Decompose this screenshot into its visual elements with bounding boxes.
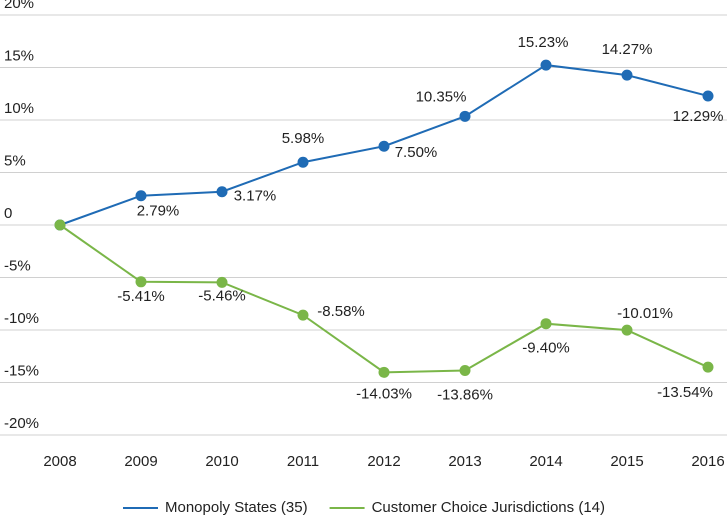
data-point [216, 276, 228, 288]
data-label: -14.03% [356, 385, 412, 402]
x-tick-label: 2010 [205, 453, 238, 470]
data-point [378, 366, 390, 378]
data-point [540, 318, 552, 330]
data-point [702, 90, 714, 102]
data-label: -13.86% [437, 386, 493, 403]
x-tick-label: 2011 [287, 453, 319, 470]
data-label: 12.29% [673, 108, 724, 125]
data-point [540, 59, 552, 71]
data-point [459, 365, 471, 377]
y-tick-label: 10% [4, 100, 34, 117]
x-tick-label: 2008 [43, 453, 76, 470]
y-tick-label: -15% [4, 362, 39, 379]
data-point [378, 140, 390, 152]
data-point [135, 190, 147, 202]
y-tick-label: 5% [4, 152, 26, 169]
data-point [621, 69, 633, 81]
x-tick-label: 2009 [124, 453, 157, 470]
legend-label: Monopoly States (35) [165, 499, 308, 516]
data-label: -10.01% [617, 305, 673, 322]
y-tick-label: 15% [4, 47, 34, 64]
data-point [135, 276, 147, 288]
x-tick-label: 2015 [610, 453, 643, 470]
y-tick-label: -5% [4, 257, 31, 274]
x-tick-label: 2014 [529, 453, 562, 470]
data-label: 7.50% [395, 144, 438, 161]
data-label: -5.46% [198, 287, 246, 304]
y-tick-label: 0 [4, 205, 12, 222]
data-point [621, 324, 633, 336]
legend-label: Customer Choice Jurisdictions (14) [372, 499, 605, 516]
data-point [216, 186, 228, 198]
data-label: 10.35% [416, 88, 467, 105]
data-label: -13.54% [657, 384, 713, 401]
data-label: -5.41% [117, 288, 165, 305]
data-label: -8.58% [317, 303, 365, 320]
y-tick-label: -10% [4, 310, 39, 327]
data-point [297, 156, 309, 168]
y-tick-label: -20% [4, 415, 39, 432]
data-label: 5.98% [282, 130, 325, 147]
x-tick-label: 2013 [448, 453, 481, 470]
data-label: 15.23% [518, 34, 569, 51]
data-point [297, 309, 309, 321]
x-tick-label: 2012 [367, 453, 400, 470]
data-point [459, 110, 471, 122]
data-point [54, 219, 66, 231]
y-tick-label: 20% [4, 0, 34, 12]
data-label: 14.27% [602, 41, 653, 58]
data-label: 2.79% [137, 203, 180, 220]
data-point [702, 361, 714, 373]
data-label: 3.17% [234, 188, 277, 205]
data-label: -9.40% [522, 340, 570, 357]
x-tick-label: 2016 [691, 453, 724, 470]
